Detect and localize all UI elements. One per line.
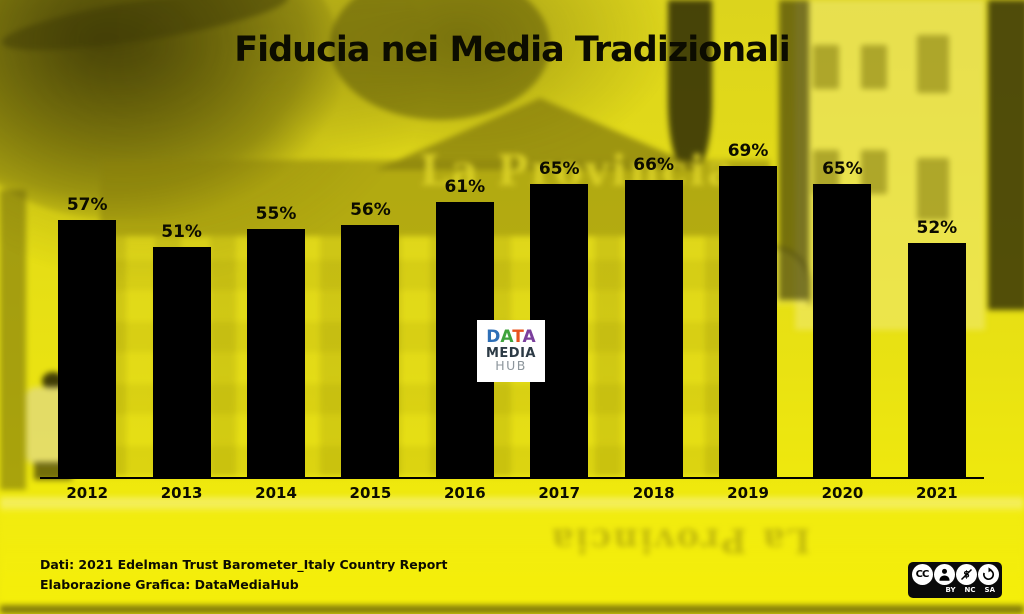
bar-group: 51% bbox=[134, 26, 228, 478]
bar bbox=[813, 184, 872, 478]
bar-group: 61% bbox=[418, 26, 512, 478]
cc-label-by: BY bbox=[945, 586, 956, 594]
bar-value-label: 61% bbox=[444, 177, 486, 198]
bar-value-label: 52% bbox=[916, 217, 958, 238]
x-axis-tick-label: 2016 bbox=[443, 484, 486, 502]
bar-value-label: 57% bbox=[66, 195, 108, 216]
tree-trunk bbox=[779, 0, 809, 300]
bar bbox=[247, 229, 306, 478]
bar-group: 56% bbox=[323, 26, 417, 478]
window bbox=[917, 35, 949, 93]
street-surface bbox=[0, 508, 1024, 614]
window bbox=[813, 45, 839, 89]
cc-label-nc: NC bbox=[964, 586, 976, 594]
x-axis-tick-label: 2012 bbox=[66, 484, 109, 502]
bar-group: 69% bbox=[701, 26, 795, 478]
share-alike-icon bbox=[977, 564, 999, 585]
bar-value-label: 51% bbox=[161, 222, 202, 243]
road-edge-strip bbox=[0, 605, 1024, 614]
cc-label-row: BY NC SA bbox=[908, 585, 1002, 595]
cc-icon: CC bbox=[911, 564, 933, 585]
bar bbox=[719, 166, 778, 478]
x-axis-tick-label: 2018 bbox=[632, 484, 675, 502]
logo-word-media: MEDIA bbox=[485, 345, 536, 361]
logo-letter: T bbox=[512, 327, 523, 348]
bar-value-label: 55% bbox=[255, 204, 297, 225]
bar bbox=[907, 242, 966, 478]
bar-group: 52% bbox=[890, 26, 984, 478]
bar bbox=[624, 179, 683, 478]
newsstand-roof bbox=[375, 98, 705, 170]
x-axis-tick-label: 2013 bbox=[160, 484, 203, 502]
cc-label-sa: SA bbox=[984, 586, 995, 594]
window bbox=[917, 158, 949, 220]
bar-value-label: 65% bbox=[822, 159, 863, 180]
bar-group: 66% bbox=[606, 26, 700, 478]
cc-icon-row: CC $ bbox=[911, 564, 999, 585]
bar-group: 65% bbox=[512, 26, 606, 478]
window bbox=[861, 45, 887, 89]
bar bbox=[341, 224, 400, 478]
bar-group: 57% bbox=[40, 26, 134, 478]
non-commercial-icon: $ bbox=[955, 564, 977, 585]
x-axis-tick-label: 2015 bbox=[349, 484, 392, 502]
bar bbox=[58, 220, 117, 478]
bar-value-label: 66% bbox=[633, 154, 674, 175]
sidewalk-curb bbox=[0, 497, 1024, 511]
sign-street-reflection: La Provincia bbox=[549, 520, 811, 560]
bar-group: 65% bbox=[795, 26, 889, 478]
tree-trunk bbox=[988, 0, 1024, 310]
logo-word-hub: HUB bbox=[495, 357, 527, 373]
footer-credits: Dati: 2021 Edelman Trust Barometer_Italy… bbox=[40, 555, 447, 595]
x-axis-tick-label: 2021 bbox=[915, 484, 958, 502]
graphics-credit-line: Elaborazione Grafica: DataMediaHub bbox=[40, 577, 299, 592]
logo-letter: A bbox=[500, 327, 513, 348]
x-axis-line bbox=[40, 477, 984, 479]
bar-value-label: 69% bbox=[727, 141, 769, 162]
cc-license-badge: CC $ BY NC bbox=[908, 562, 1002, 598]
x-axis-tick-label: 2014 bbox=[255, 484, 297, 502]
left-edge-shadow bbox=[0, 190, 26, 490]
bar bbox=[152, 247, 211, 478]
bar-value-label: 56% bbox=[350, 199, 391, 220]
attribution-icon bbox=[933, 564, 955, 585]
x-axis-tick-label: 2020 bbox=[821, 484, 864, 502]
logo-letter: D bbox=[486, 327, 501, 348]
data-source-line: Dati: 2021 Edelman Trust Barometer_Italy… bbox=[40, 557, 448, 572]
x-axis-tick-labels: 2012 2013 2014 2015 2016 2017 2018 2019 2020 2021 bbox=[40, 484, 984, 502]
bar-group: 55% bbox=[229, 26, 323, 478]
logo-word-data: DATA bbox=[486, 329, 535, 346]
x-axis-tick-label: 2017 bbox=[538, 484, 581, 502]
chart-title: Fiducia nei Media Tradizionali bbox=[234, 30, 791, 70]
bar-chart-plot-area: 57% 51% 55% 56% 61% 65% 66% 69% 65% 52% bbox=[40, 26, 984, 478]
datamediahub-logo: DATA MEDIA HUB bbox=[477, 320, 545, 382]
x-axis-tick-label: 2019 bbox=[727, 484, 769, 502]
bar-value-label: 65% bbox=[538, 159, 580, 180]
logo-letter: A bbox=[522, 327, 536, 348]
